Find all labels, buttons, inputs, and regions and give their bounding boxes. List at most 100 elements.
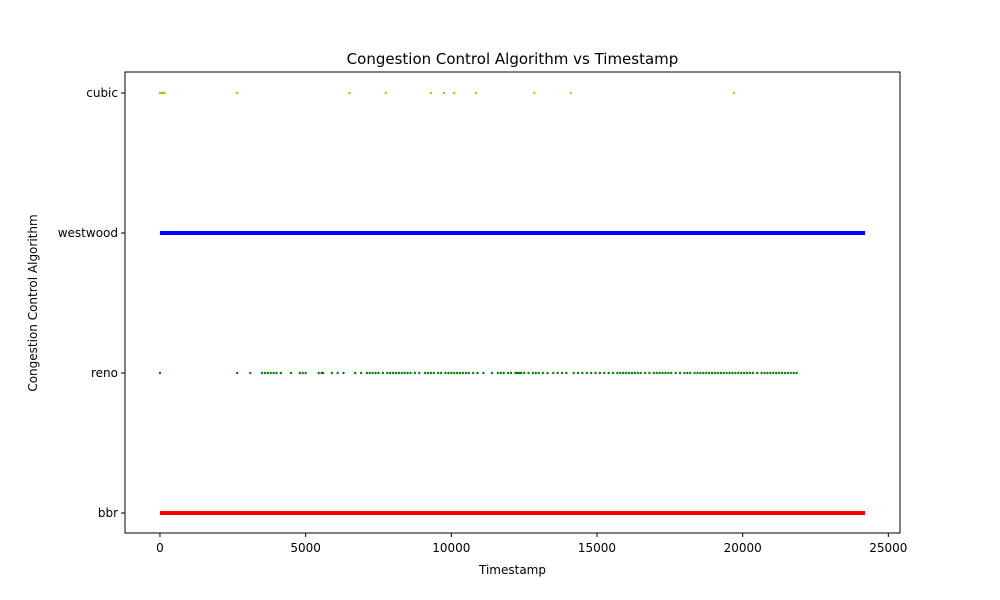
point-cubic	[569, 91, 572, 95]
point-reno	[506, 371, 510, 375]
point-reno	[423, 371, 427, 375]
point-reno	[426, 371, 430, 375]
point-reno	[304, 371, 307, 375]
point-reno	[670, 371, 673, 375]
point-reno	[413, 371, 417, 375]
point-reno	[689, 371, 692, 375]
point-reno	[450, 371, 453, 375]
point-reno	[461, 371, 465, 375]
point-reno	[740, 371, 743, 375]
point-reno	[272, 371, 275, 375]
point-reno	[630, 371, 634, 375]
point-reno	[581, 371, 584, 375]
point-reno	[705, 371, 708, 375]
point-reno	[520, 371, 523, 375]
point-reno	[409, 371, 412, 375]
point-reno	[780, 371, 784, 375]
point-reno	[269, 371, 272, 375]
point-reno	[279, 371, 283, 375]
point-reno	[777, 371, 781, 375]
point-cubic	[453, 91, 456, 95]
point-reno	[458, 371, 462, 375]
point-reno	[249, 371, 252, 375]
point-reno	[731, 371, 734, 375]
point-reno	[565, 371, 568, 375]
point-cubic	[235, 91, 239, 95]
x-tick-label: 20000	[724, 541, 762, 555]
point-reno	[737, 371, 740, 375]
x-tick-label: 15000	[578, 541, 616, 555]
plot-area	[158, 91, 866, 515]
point-reno	[418, 371, 421, 375]
x-axis-title: Timestamp	[478, 563, 546, 577]
point-reno	[541, 371, 545, 375]
point-cubic	[429, 91, 433, 95]
point-reno	[624, 371, 628, 375]
point-reno	[406, 371, 409, 375]
point-cubic	[732, 91, 736, 95]
point-reno	[742, 371, 746, 375]
point-reno	[594, 371, 597, 375]
point-reno	[572, 371, 575, 375]
point-reno	[792, 371, 795, 375]
point-reno	[298, 371, 302, 375]
point-reno	[611, 371, 615, 375]
y-axis-title: Congestion Control Algorithm	[26, 214, 40, 391]
point-reno	[522, 371, 526, 375]
point-reno	[667, 371, 670, 375]
point-reno	[321, 371, 325, 375]
point-reno	[365, 371, 369, 375]
point-reno	[502, 371, 505, 375]
point-reno	[686, 371, 689, 375]
point-reno	[444, 371, 447, 375]
point-reno	[534, 371, 538, 375]
point-reno	[556, 371, 559, 375]
y-axis: bbr reno westwood cubic	[58, 86, 125, 520]
point-reno	[772, 371, 775, 375]
point-cubic	[442, 91, 446, 95]
point-reno	[699, 371, 702, 375]
point-reno	[317, 371, 320, 375]
point-reno	[235, 371, 239, 375]
point-reno	[789, 371, 792, 375]
point-reno	[552, 371, 555, 375]
point-reno	[490, 371, 494, 375]
point-reno	[403, 371, 406, 375]
point-reno	[432, 371, 436, 375]
point-reno	[266, 371, 269, 375]
point-reno	[696, 371, 699, 375]
point-reno	[616, 371, 619, 375]
point-reno	[683, 371, 686, 375]
point-reno	[391, 371, 395, 375]
point-reno	[471, 371, 475, 375]
point-cubic	[348, 91, 351, 95]
point-reno	[639, 371, 642, 375]
point-reno	[763, 371, 766, 375]
point-reno	[453, 371, 456, 375]
point-reno	[509, 371, 513, 375]
point-reno	[719, 371, 723, 375]
point-reno	[745, 371, 749, 375]
point-reno	[499, 371, 503, 375]
point-reno	[728, 371, 731, 375]
point-reno	[643, 371, 647, 375]
point-reno	[330, 371, 334, 375]
point-cubic	[474, 91, 478, 95]
point-reno	[560, 371, 564, 375]
point-reno	[301, 371, 304, 375]
point-reno	[476, 371, 479, 375]
point-reno	[693, 371, 696, 375]
point-reno	[722, 371, 725, 375]
point-reno	[674, 371, 677, 375]
point-cubic	[533, 91, 536, 95]
point-reno	[603, 371, 606, 375]
point-reno	[658, 371, 661, 375]
plot-frame	[124, 71, 901, 534]
point-reno	[589, 371, 593, 375]
point-reno	[482, 371, 485, 375]
point-reno	[678, 371, 682, 375]
point-reno	[661, 371, 664, 375]
point-reno	[263, 371, 267, 375]
point-reno	[353, 371, 357, 375]
